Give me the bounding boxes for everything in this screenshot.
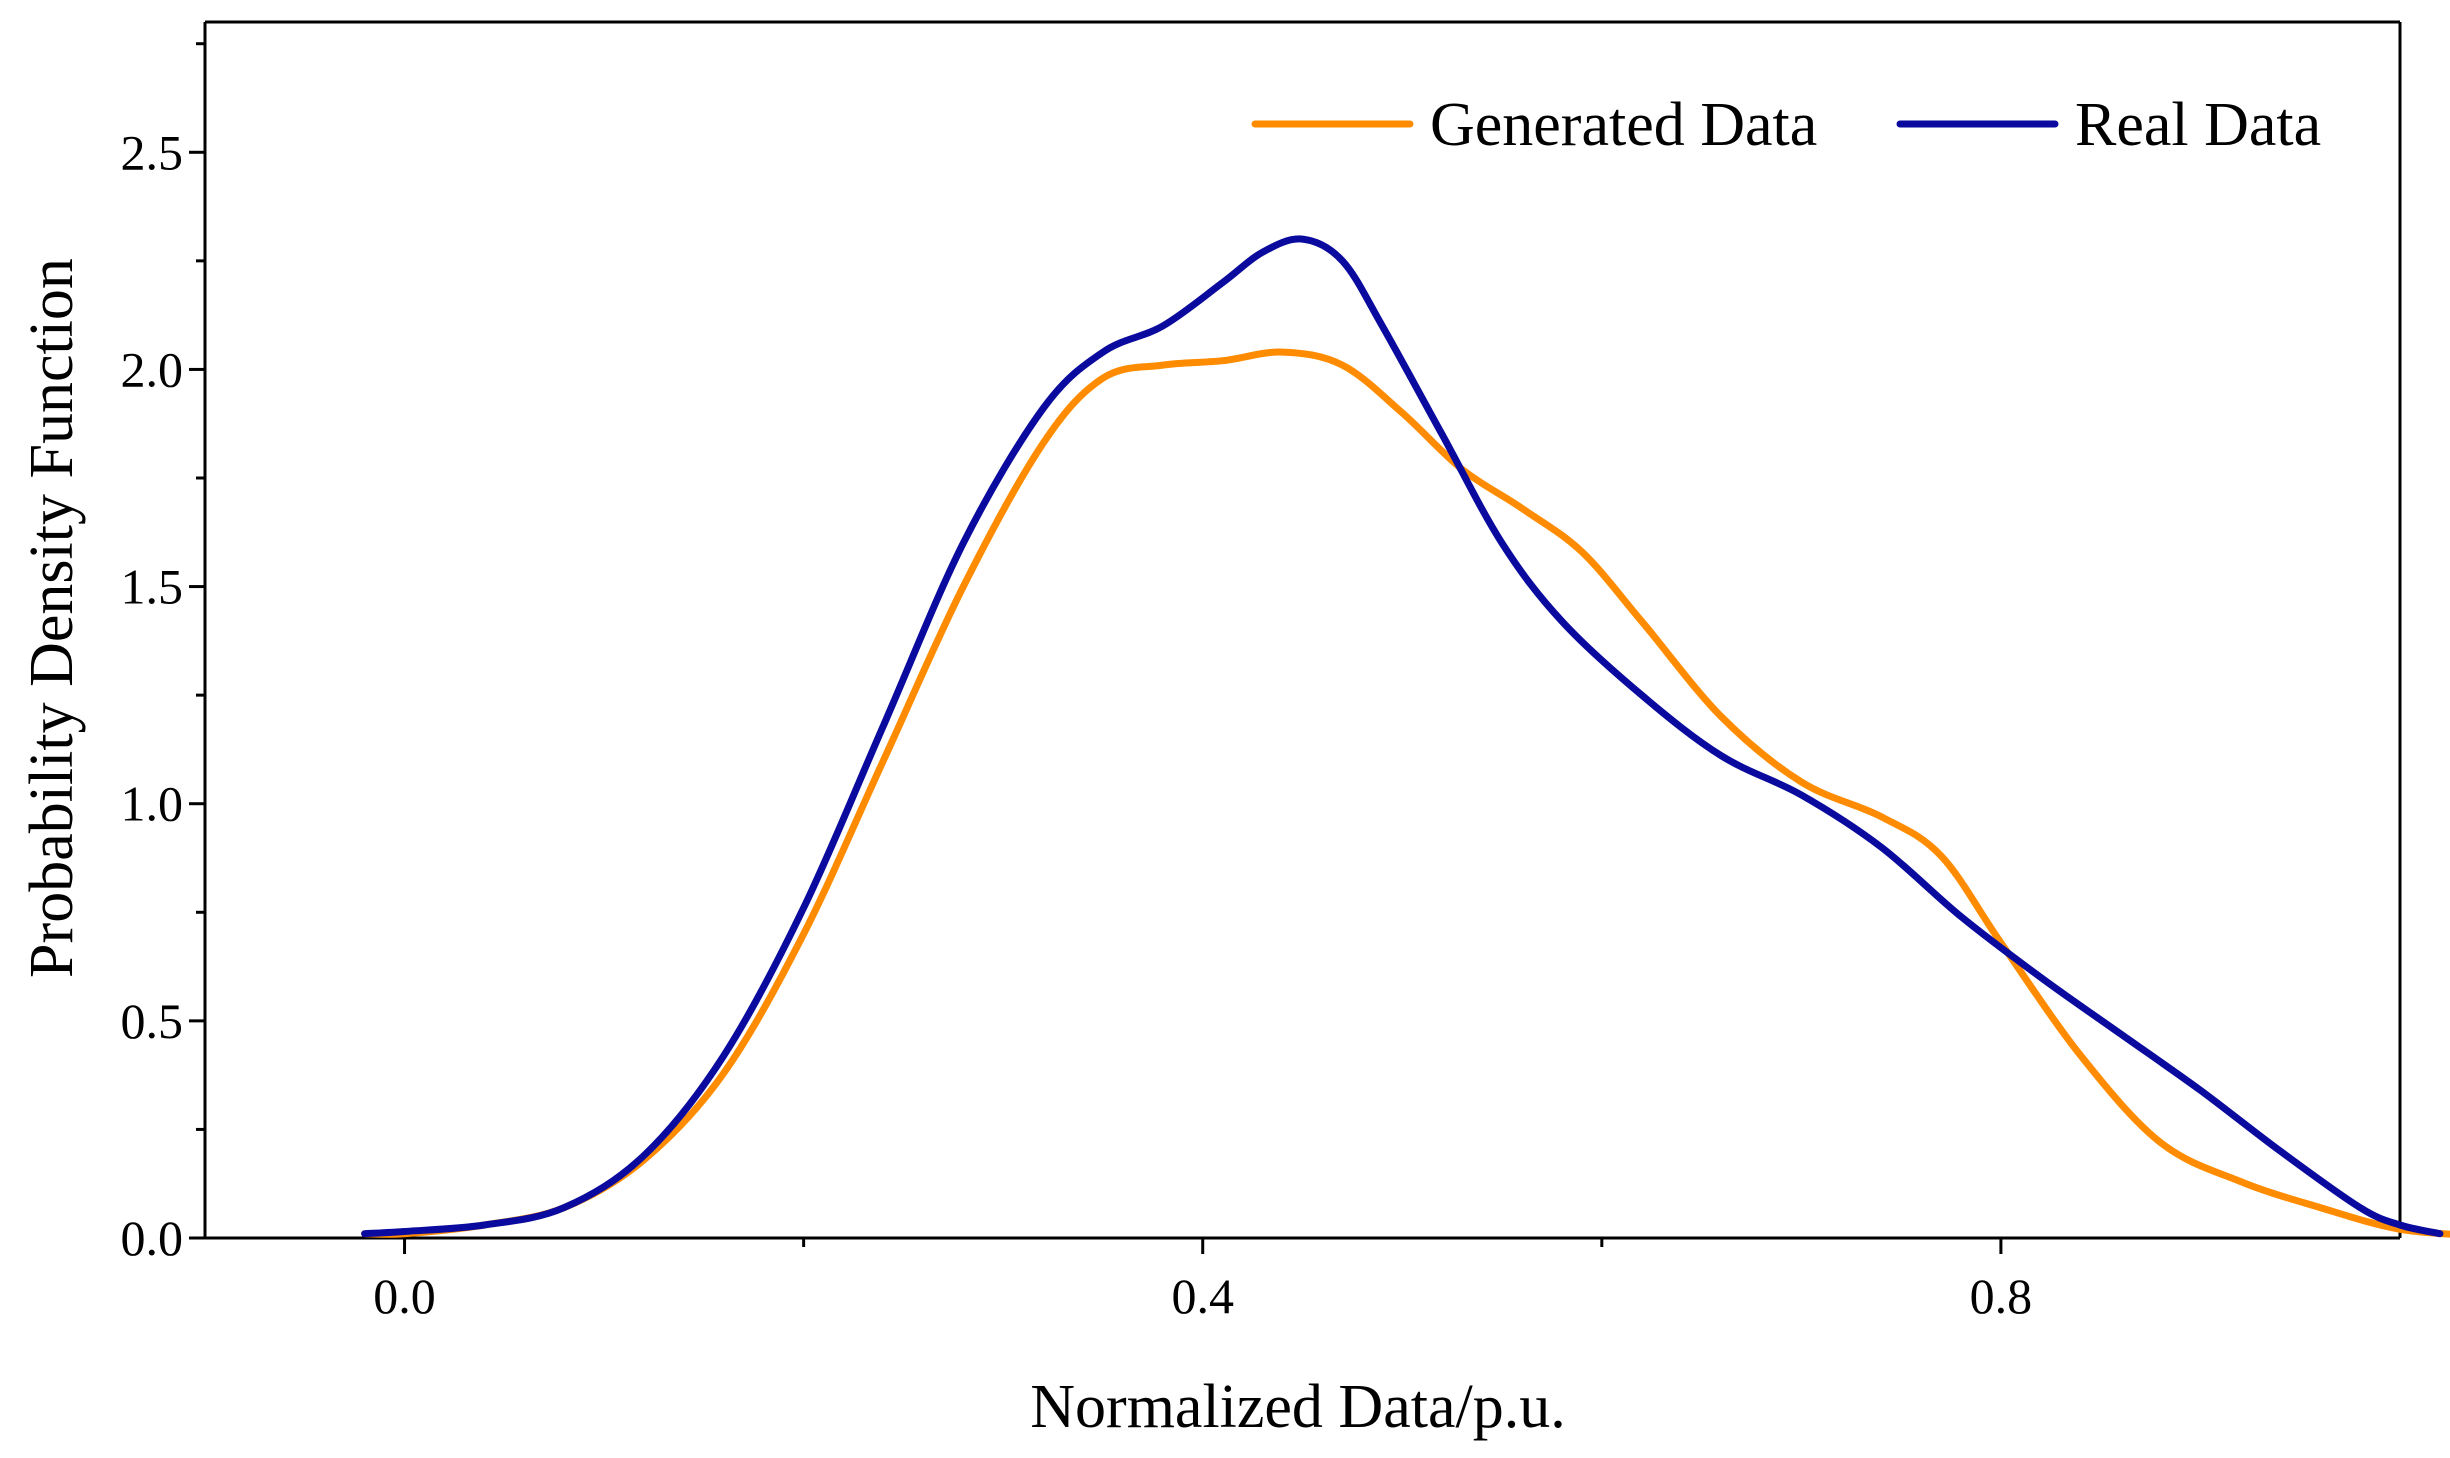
y-axis-title: Probability Density Function: [18, 258, 86, 978]
y-tick-label: 1.5: [121, 559, 184, 615]
series-line-real-data: [361, 235, 2444, 1238]
series-layer: [361, 235, 2450, 1238]
x-tick-label: 0.4: [1171, 1268, 1234, 1324]
x-tick-label: 0.8: [1970, 1268, 2033, 1324]
axes-layer: 0.0 0.4 0.8 0.0 0.5 1.0 1.5 2.0 2.5: [121, 20, 2402, 1324]
y-tick-label: 0.0: [121, 1210, 184, 1266]
series-line-generated-data: [361, 348, 2450, 1238]
legend-label-generated-data: Generated Data: [1430, 91, 1817, 159]
legend-label-real-data: Real Data: [2075, 91, 2321, 159]
x-axis-title: Normalized Data/p.u.: [1030, 1373, 1565, 1441]
y-tick-label: 1.0: [121, 776, 184, 832]
x-tick-label: 0.0: [373, 1268, 436, 1324]
y-tick-label: 2.5: [121, 124, 184, 180]
legend: Generated Data Real Data: [1251, 91, 2321, 159]
y-tick-label: 2.0: [121, 341, 184, 397]
y-tick-label: 0.5: [121, 993, 184, 1049]
